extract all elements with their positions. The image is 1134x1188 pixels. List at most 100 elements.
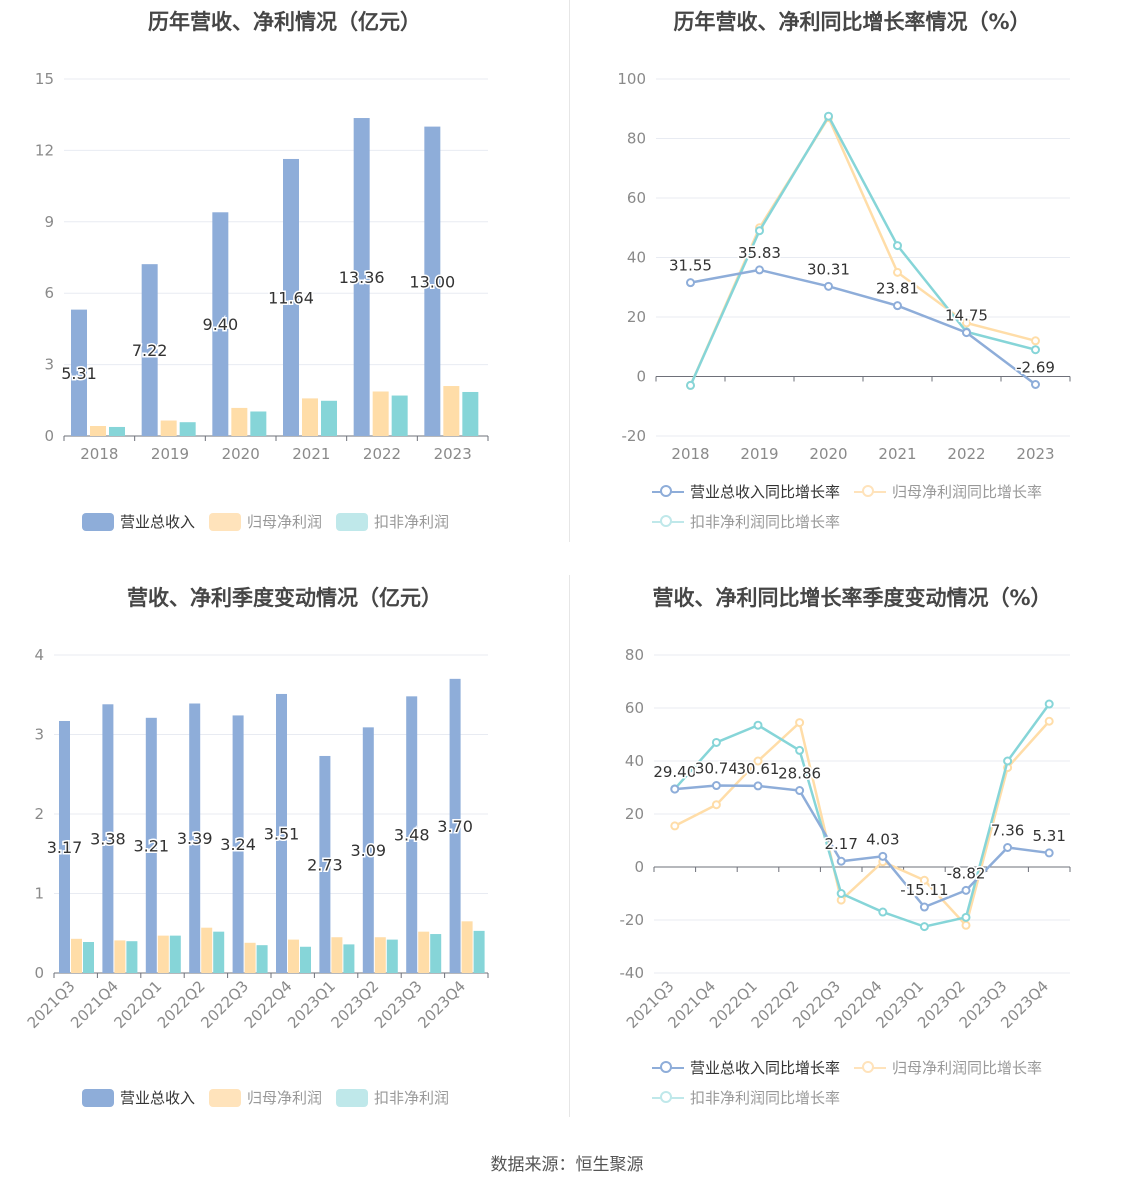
bar-net-profit bbox=[372, 391, 389, 436]
data-point bbox=[836, 856, 846, 866]
data-point bbox=[1003, 842, 1013, 852]
bar-revenue bbox=[406, 696, 418, 973]
x-tick-label: 2020 bbox=[809, 445, 847, 463]
data-point bbox=[686, 380, 695, 390]
bar-revenue bbox=[283, 158, 299, 436]
x-tick-label: 2019 bbox=[740, 445, 778, 463]
legend-item-deducted-growth[interactable]: 扣非净利润同比增长率 bbox=[652, 1087, 840, 1108]
bar-deducted-profit bbox=[300, 946, 311, 973]
data-label: 4.03 bbox=[866, 830, 899, 848]
data-label: 7.22 bbox=[132, 341, 168, 360]
bar-net-profit bbox=[201, 927, 213, 973]
legend-item-net-profit[interactable]: 归母净利润 bbox=[209, 1087, 322, 1108]
data-point bbox=[1044, 716, 1054, 726]
legend-label: 营业总收入 bbox=[120, 1089, 196, 1107]
bar-deducted-profit bbox=[343, 944, 355, 973]
y-tick-label: 80 bbox=[625, 646, 644, 664]
bar-revenue bbox=[102, 704, 114, 973]
data-point bbox=[961, 885, 971, 895]
y-tick-label: 40 bbox=[625, 752, 644, 770]
y-tick-label: 0 bbox=[636, 368, 646, 386]
data-point bbox=[795, 718, 805, 728]
legend-row-2: 扣非净利润同比增长率 bbox=[652, 1087, 854, 1108]
y-tick-label: 80 bbox=[627, 130, 646, 148]
data-point bbox=[962, 328, 971, 338]
legend-label: 营业总收入 bbox=[120, 513, 196, 531]
data-point bbox=[878, 851, 888, 861]
data-point bbox=[670, 821, 680, 831]
x-tick-label: 2023 bbox=[1016, 445, 1054, 463]
legend-item-revenue-growth[interactable]: 营业总收入同比增长率 bbox=[652, 1057, 840, 1078]
bar-net-profit bbox=[244, 942, 256, 973]
data-label: -15.11 bbox=[900, 881, 948, 899]
chart-title: 历年营收、净利同比增长率情况（%） bbox=[673, 10, 1031, 34]
data-label: 2.73 bbox=[307, 855, 343, 874]
bar-revenue bbox=[353, 118, 370, 437]
data-label: 30.61 bbox=[737, 760, 780, 778]
data-label: -8.82 bbox=[947, 864, 986, 882]
legend-item-net-profit-growth[interactable]: 归母净利润同比增长率 bbox=[854, 1057, 1042, 1078]
y-tick-label: 100 bbox=[617, 70, 646, 88]
bar-deducted-profit bbox=[169, 935, 181, 973]
legend-item-revenue[interactable]: 营业总收入 bbox=[82, 1087, 195, 1108]
legend-item-net-profit-growth[interactable]: 归母净利润同比增长率 bbox=[854, 481, 1042, 502]
panel-annual-amounts: 历年营收、净利情况（亿元） 0 3 6 9 12 15 2018 2019 2020 2021 20… bbox=[0, 0, 569, 560]
legend-label: 扣非净利润 bbox=[374, 1089, 450, 1107]
y-tick-label: 40 bbox=[627, 249, 646, 267]
data-label: 3.51 bbox=[264, 824, 300, 843]
bar-deducted-profit bbox=[256, 945, 268, 973]
bar-net-profit bbox=[71, 938, 82, 973]
bar-net-profit bbox=[418, 931, 430, 973]
y-tick-label: 20 bbox=[625, 805, 644, 823]
data-label: 9.40 bbox=[203, 315, 239, 334]
chart-title: 营收、净利季度变动情况（亿元） bbox=[127, 586, 442, 610]
bar-deducted-profit bbox=[321, 400, 337, 436]
divider-top bbox=[569, 0, 570, 542]
bar-revenue bbox=[212, 212, 229, 436]
y-tick-label: 4 bbox=[34, 646, 44, 664]
data-point bbox=[1044, 848, 1054, 858]
data-label: 5.31 bbox=[61, 364, 97, 383]
panel-quarterly-amounts: 营收、净利季度变动情况（亿元） 0 1 2 3 4 2021Q3 2021Q4 2022Q1 2… bbox=[0, 576, 569, 1136]
data-point bbox=[919, 922, 929, 932]
x-tick-label: 2022 bbox=[947, 445, 985, 463]
legend-item-revenue[interactable]: 营业总收入 bbox=[82, 511, 195, 532]
data-point bbox=[755, 226, 764, 236]
bar-deducted-profit bbox=[462, 391, 479, 436]
y-tick-label: 0 bbox=[634, 858, 644, 876]
legend: 营业总收入 归母净利润 扣非净利润 bbox=[82, 1087, 463, 1108]
legend-swatch bbox=[652, 1089, 684, 1107]
bar-net-profit bbox=[443, 386, 460, 436]
x-tick-label: 2018 bbox=[671, 445, 709, 463]
data-label: 13.36 bbox=[339, 268, 385, 287]
data-label: 3.39 bbox=[177, 829, 213, 848]
series-line-1 bbox=[674, 720, 1051, 928]
data-point bbox=[753, 756, 763, 766]
bar-revenue bbox=[276, 693, 287, 973]
data-label: 11.64 bbox=[268, 288, 314, 307]
data-label: 2.17 bbox=[824, 835, 857, 853]
legend-item-deducted-profit[interactable]: 扣非净利润 bbox=[336, 511, 449, 532]
data-point bbox=[711, 800, 721, 810]
y-tick-label: 12 bbox=[35, 141, 54, 159]
bar-deducted-profit bbox=[473, 930, 485, 973]
bar-deducted-profit bbox=[391, 395, 408, 436]
data-point bbox=[893, 301, 902, 311]
bar-net-profit bbox=[461, 921, 473, 973]
data-point bbox=[878, 907, 888, 917]
data-label: 30.74 bbox=[695, 760, 738, 778]
legend-swatch bbox=[854, 483, 887, 501]
legend-label: 归母净利润 bbox=[247, 1089, 323, 1107]
legend-item-deducted-growth[interactable]: 扣非净利润同比增长率 bbox=[652, 511, 840, 532]
y-tick-label: 60 bbox=[627, 189, 646, 207]
legend-item-deducted-profit[interactable]: 扣非净利润 bbox=[336, 1087, 449, 1108]
data-point bbox=[711, 781, 721, 791]
data-point bbox=[1031, 336, 1040, 346]
data-label: 5.31 bbox=[1032, 827, 1065, 845]
legend-item-revenue-growth[interactable]: 营业总收入同比增长率 bbox=[652, 481, 840, 502]
data-source: 数据来源：恒生聚源 bbox=[490, 1155, 644, 1175]
data-label: 3.21 bbox=[133, 836, 169, 855]
legend-swatch bbox=[209, 512, 242, 531]
legend-swatch bbox=[652, 513, 684, 531]
legend-item-net-profit[interactable]: 归母净利润 bbox=[209, 511, 322, 532]
